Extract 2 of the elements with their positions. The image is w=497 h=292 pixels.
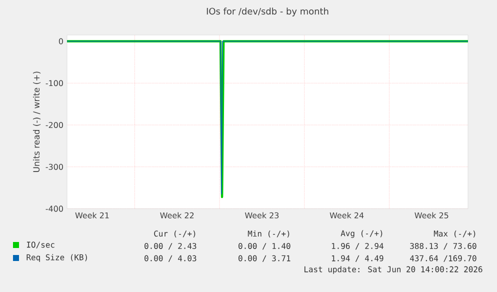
y-axis-title: Units read (-) / write (+) [32,72,41,172]
chart-title: IOs for /dev/sdb - by month [206,8,328,16]
